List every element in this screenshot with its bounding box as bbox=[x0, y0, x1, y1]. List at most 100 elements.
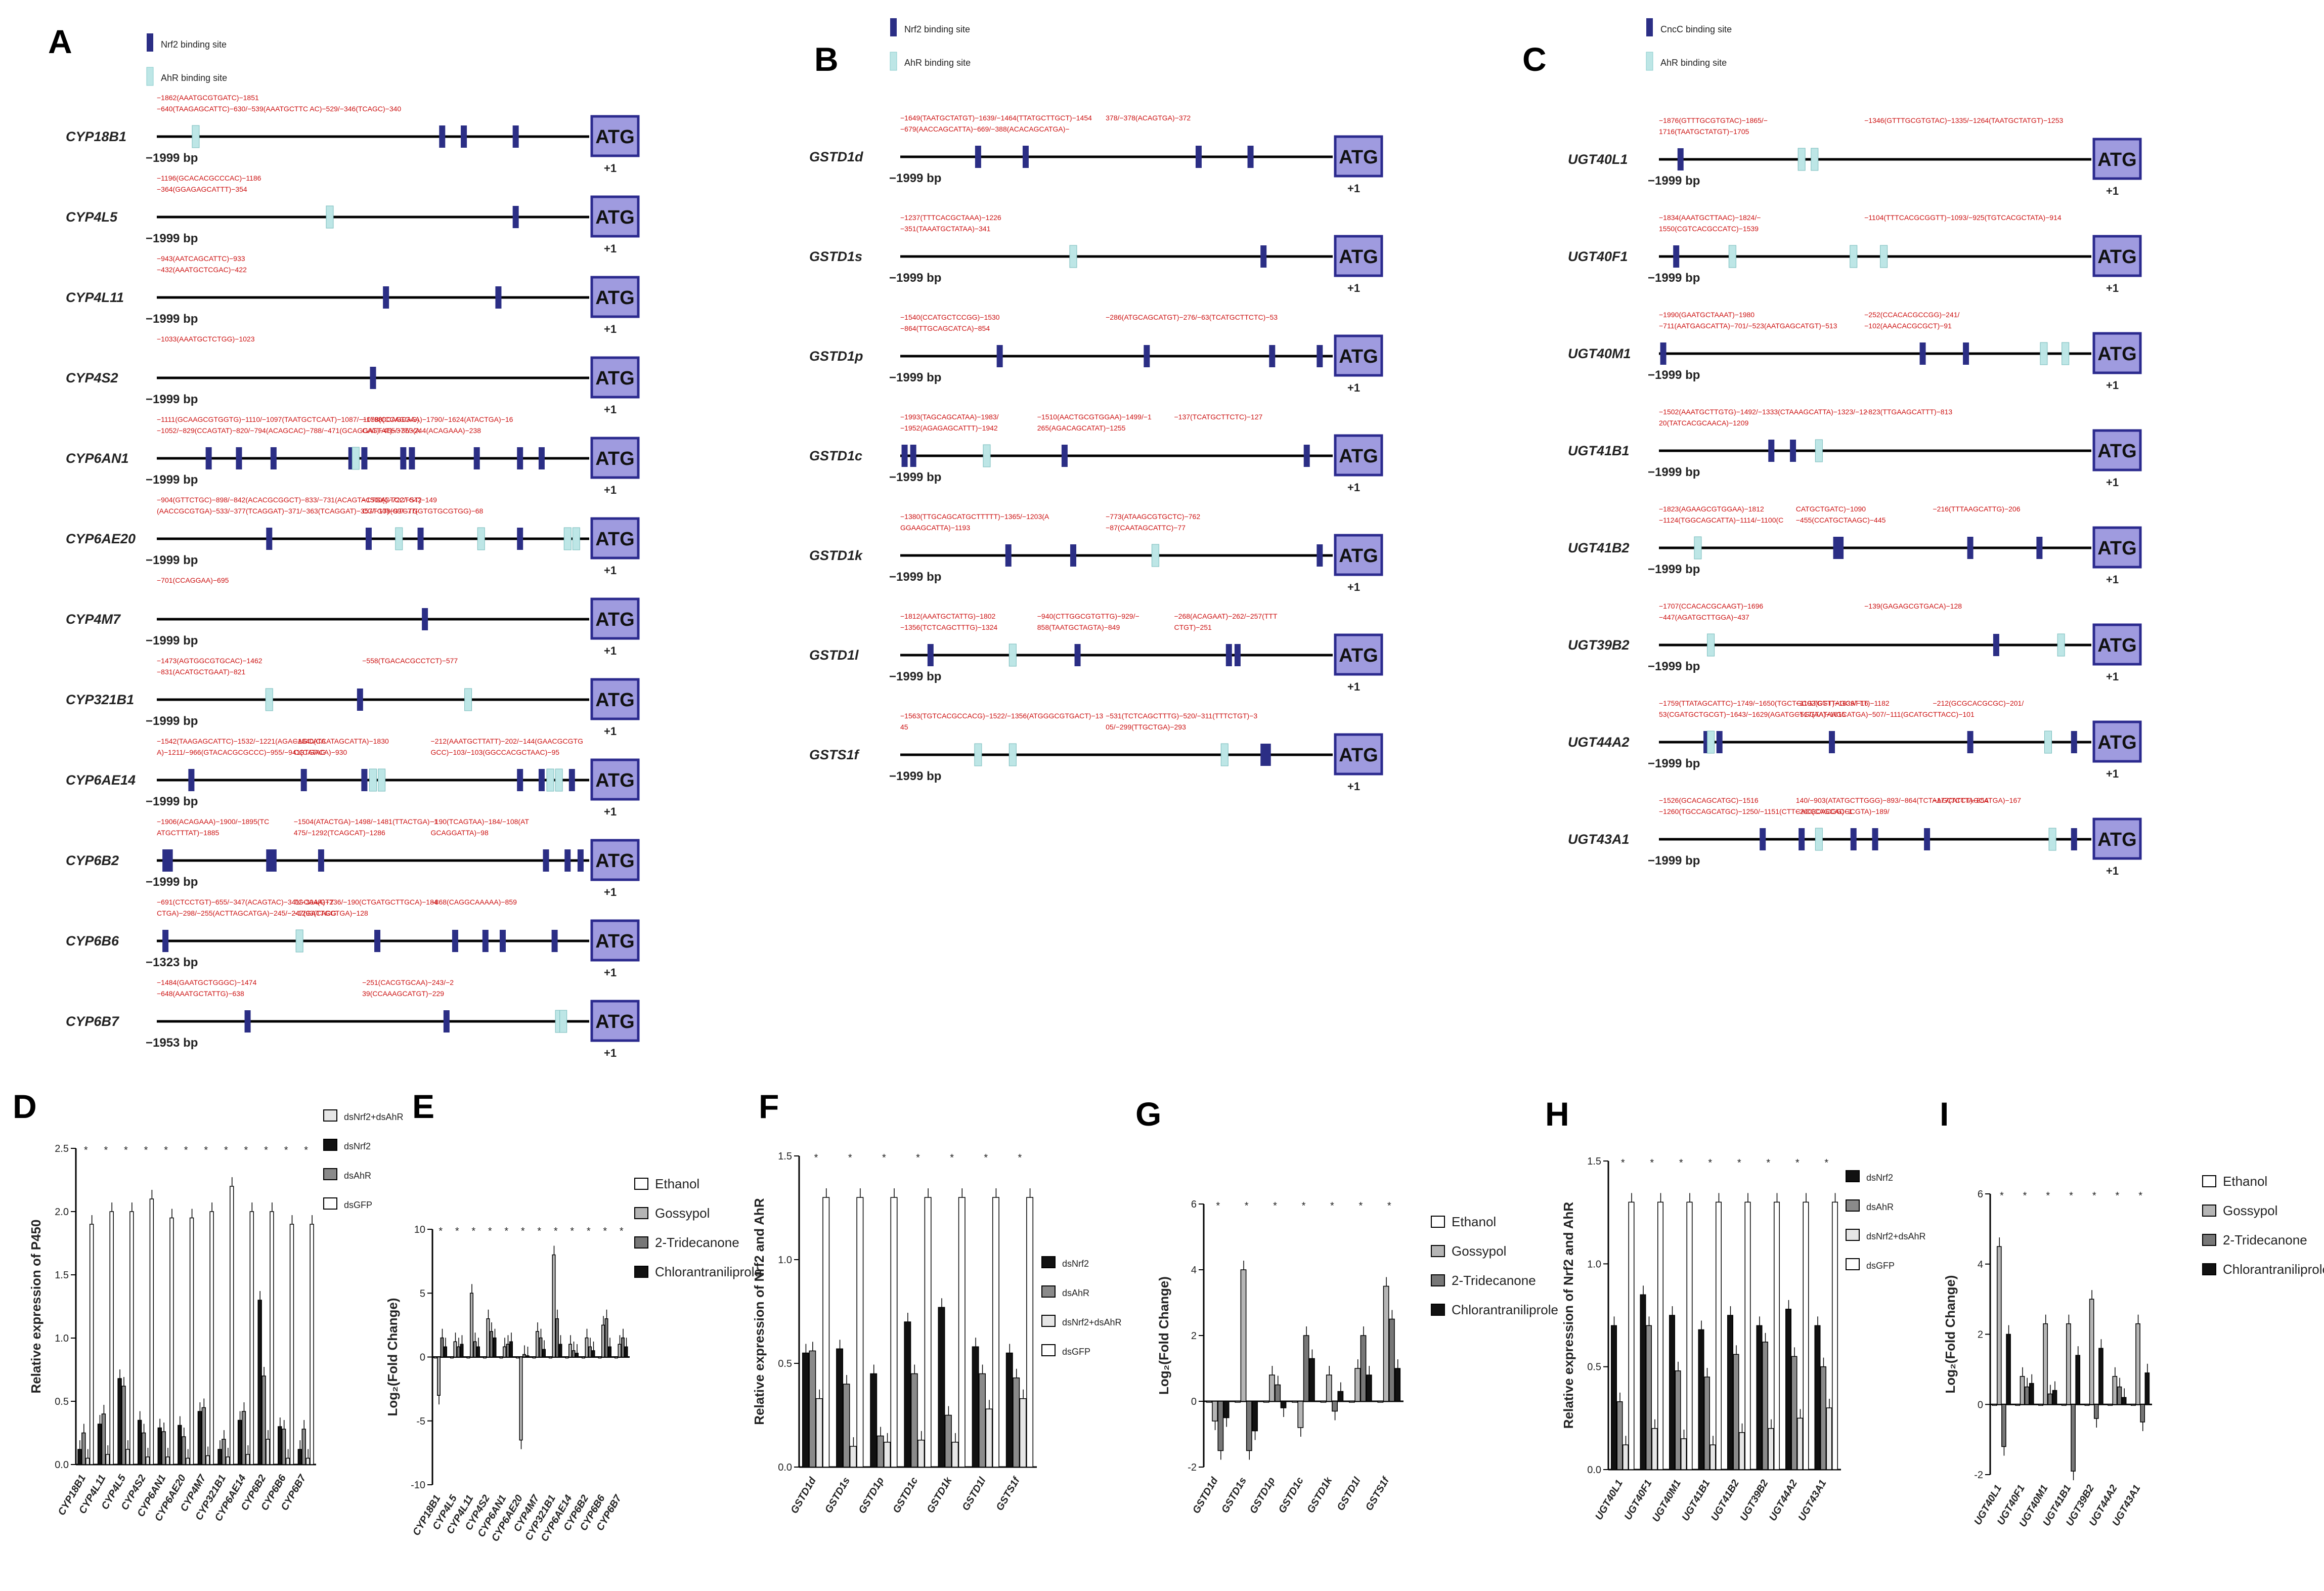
ahr-binding-site bbox=[369, 768, 377, 792]
bar-dsnrf2 bbox=[77, 1449, 82, 1465]
ahr-binding-site bbox=[1815, 828, 1823, 851]
nrf2-binding-site bbox=[512, 125, 519, 148]
tss-label: +1 bbox=[604, 564, 617, 577]
binding-site-annotation: −904(GTTCTGC)−898/−842(ACACGCGGCT)−833/−… bbox=[157, 496, 422, 504]
bar-dsahr bbox=[222, 1439, 226, 1465]
legend-label: dsGFP bbox=[344, 1200, 372, 1210]
ahr-binding-site bbox=[1694, 536, 1702, 560]
atg-start-codon bbox=[590, 115, 640, 157]
binding-site-annotation: CAGTAT)−377/−244(ACAGAAA)−238 bbox=[362, 426, 481, 435]
binding-site-annotation: 1716(TAATGCTATGT)−1705 bbox=[1659, 127, 1749, 136]
y-axis-title: Log₂(Fold Change) bbox=[385, 1298, 400, 1416]
promoter-cyp6b7: CYP6B7 −1953 bp ATG +1 −1484(GAATGCTGGGC)−14… bbox=[66, 978, 640, 1059]
atg-start-codon bbox=[590, 758, 640, 801]
gene-name: GSTD1s bbox=[809, 249, 862, 264]
promoter-gstd1p: GSTD1p −1999 bp ATG +1 −1540(CCATGCTCCGG)−15… bbox=[809, 313, 1383, 394]
bar-dsnrf2 bbox=[137, 1420, 142, 1465]
binding-site-annotation: −1798(CCAGGAA)−1790/−1624(ATACTGA)−16 bbox=[362, 415, 513, 423]
gene-name: UGT41B2 bbox=[1568, 540, 1630, 555]
tss-label: +1 bbox=[1347, 680, 1360, 693]
nrf2-binding-site bbox=[1716, 731, 1723, 753]
tss-label: +1 bbox=[1347, 182, 1360, 195]
promoter-length: −1999 bp bbox=[889, 769, 941, 783]
chart-legend: dsNrf2+dsAhR dsNrf2 dsAhR dsGFP bbox=[323, 1109, 404, 1210]
bar-2-tridecanone bbox=[2047, 1393, 2053, 1405]
legend-swatch bbox=[1431, 1274, 1445, 1286]
legend-label: Ethanol bbox=[655, 1176, 699, 1191]
bar-dsnrf2 bbox=[1698, 1329, 1704, 1470]
bar-dsahr bbox=[1646, 1325, 1652, 1470]
legend-label: dsNrf2+dsAhR bbox=[1062, 1317, 1122, 1327]
bar-dsgfp bbox=[856, 1197, 864, 1468]
binding-site-annotation: GGAAGCATTA)−1193 bbox=[900, 524, 970, 532]
promoter-gstd1c: GSTD1c −1999 bp ATG +1 −1993(TAGCAGCATAA)−19… bbox=[809, 413, 1383, 494]
legend-label: dsGFP bbox=[1866, 1261, 1895, 1271]
bar-dsahr bbox=[944, 1414, 952, 1468]
binding-site-annotation: −648(AAATGCTATTG)−638 bbox=[157, 990, 244, 998]
binding-site-annotation: TGCAAA)−236/−190(CTGATGCTTGCA)−184 bbox=[294, 898, 438, 906]
bar-gossypol bbox=[552, 1254, 556, 1358]
nrf2-binding-site bbox=[1022, 146, 1029, 168]
bar-gossypol bbox=[585, 1337, 589, 1358]
significance-star: * bbox=[144, 1145, 148, 1156]
bar-dsnrf2 bbox=[178, 1425, 182, 1465]
promoter-cyp4m7: CYP4M7 −1999 bp ATG +1 −701(CCAGGAA)−695 bbox=[66, 576, 640, 657]
y-axis-title: Relative expression of Nrf2 and AhR bbox=[752, 1198, 767, 1425]
significance-star: * bbox=[1795, 1157, 1800, 1169]
panel-label: F bbox=[759, 1088, 779, 1125]
binding-site-annotation: 1550(CGTCACGCCATC)−1539 bbox=[1659, 225, 1759, 233]
legend-label: dsNrf2 bbox=[1062, 1259, 1089, 1269]
bar-dsnrf2 bbox=[117, 1378, 122, 1465]
chart-legend: Ethanol Gossypol 2-Tridecanone Chlorantrani… bbox=[1431, 1214, 1558, 1317]
promoter-cyp6an1: CYP6AN1 −1999 bp ATG +1 −1111(GCAAGCGTGGTG)−… bbox=[66, 415, 640, 496]
bar-dsahr bbox=[876, 1435, 884, 1468]
binding-site-annotation: −691(CTCCTGT)−655/−347(ACAGTAC)−341/−304… bbox=[157, 898, 334, 906]
significance-star: * bbox=[570, 1226, 574, 1237]
bar-ethanol bbox=[450, 1356, 454, 1359]
nrf2-binding-site bbox=[1234, 644, 1241, 666]
x-tick-label: UGT41B2 bbox=[1709, 1478, 1741, 1523]
bar-ethanol bbox=[565, 1356, 569, 1359]
nrf2-binding-site bbox=[318, 849, 324, 872]
gene-name: UGT41B1 bbox=[1568, 443, 1630, 458]
binding-site-annotation: −1293(TTGCTGA)−128 bbox=[294, 909, 368, 917]
legend-swatch bbox=[1041, 1344, 1056, 1356]
legend-label: dsAhR bbox=[344, 1171, 371, 1181]
y-tick-label: 0 bbox=[1191, 1396, 1197, 1407]
nrf2-binding-site bbox=[1317, 345, 1323, 367]
nrf2-binding-site bbox=[473, 447, 480, 469]
ahr-binding-site bbox=[464, 688, 472, 711]
bar-dsnrf2-dsahr bbox=[285, 1457, 290, 1465]
binding-site-annotation: −517(AATAAGCATGA)−507/−111(GCATGCTTACC)−… bbox=[1796, 710, 1975, 718]
bar-gossypol bbox=[568, 1344, 572, 1358]
nrf2-binding-site bbox=[975, 146, 981, 168]
bar-2-tridecanone bbox=[2093, 1404, 2099, 1419]
bar-ethanol bbox=[549, 1356, 552, 1359]
panel-label: C bbox=[1522, 40, 1547, 78]
y-tick-label: 1.5 bbox=[1587, 1156, 1601, 1167]
bar-2-tridecanone bbox=[490, 1331, 493, 1358]
binding-site-annotation: CGTGT)−99/−77(GTGTGCGTGG)−68 bbox=[362, 507, 483, 515]
y-tick-label: 0.0 bbox=[778, 1462, 792, 1473]
promoter-ugt43a1: UGT43A1 −1999 bp ATG +1 −1526(GCACAGCATGC)−1… bbox=[1568, 796, 2142, 877]
legend-label: 2-Tridecanone bbox=[655, 1235, 739, 1250]
gene-name: GSTD1p bbox=[809, 349, 863, 364]
bar-dsahr bbox=[182, 1436, 186, 1465]
nrf2-binding-site bbox=[1074, 644, 1081, 666]
gene-name: UGT40L1 bbox=[1568, 152, 1628, 167]
nrf2-binding-site bbox=[1225, 644, 1232, 666]
y-tick-label: 1.0 bbox=[55, 1333, 69, 1344]
bar-2-tridecanone bbox=[522, 1354, 526, 1358]
bar-dsnrf2-dsahr bbox=[1739, 1432, 1745, 1470]
significance-star: * bbox=[1650, 1157, 1654, 1169]
nrf2-binding-site bbox=[1061, 445, 1068, 467]
significance-star: * bbox=[84, 1145, 88, 1156]
x-tick-label: GSTD1l bbox=[960, 1475, 988, 1513]
bar-dsahr bbox=[81, 1432, 86, 1465]
promoter-length: −1999 bp bbox=[889, 470, 941, 484]
legend-swatch bbox=[634, 1207, 648, 1219]
nrf2-binding-site bbox=[409, 447, 415, 469]
ahr-binding-site bbox=[1811, 148, 1819, 171]
nrf2-binding-site bbox=[1317, 544, 1323, 567]
